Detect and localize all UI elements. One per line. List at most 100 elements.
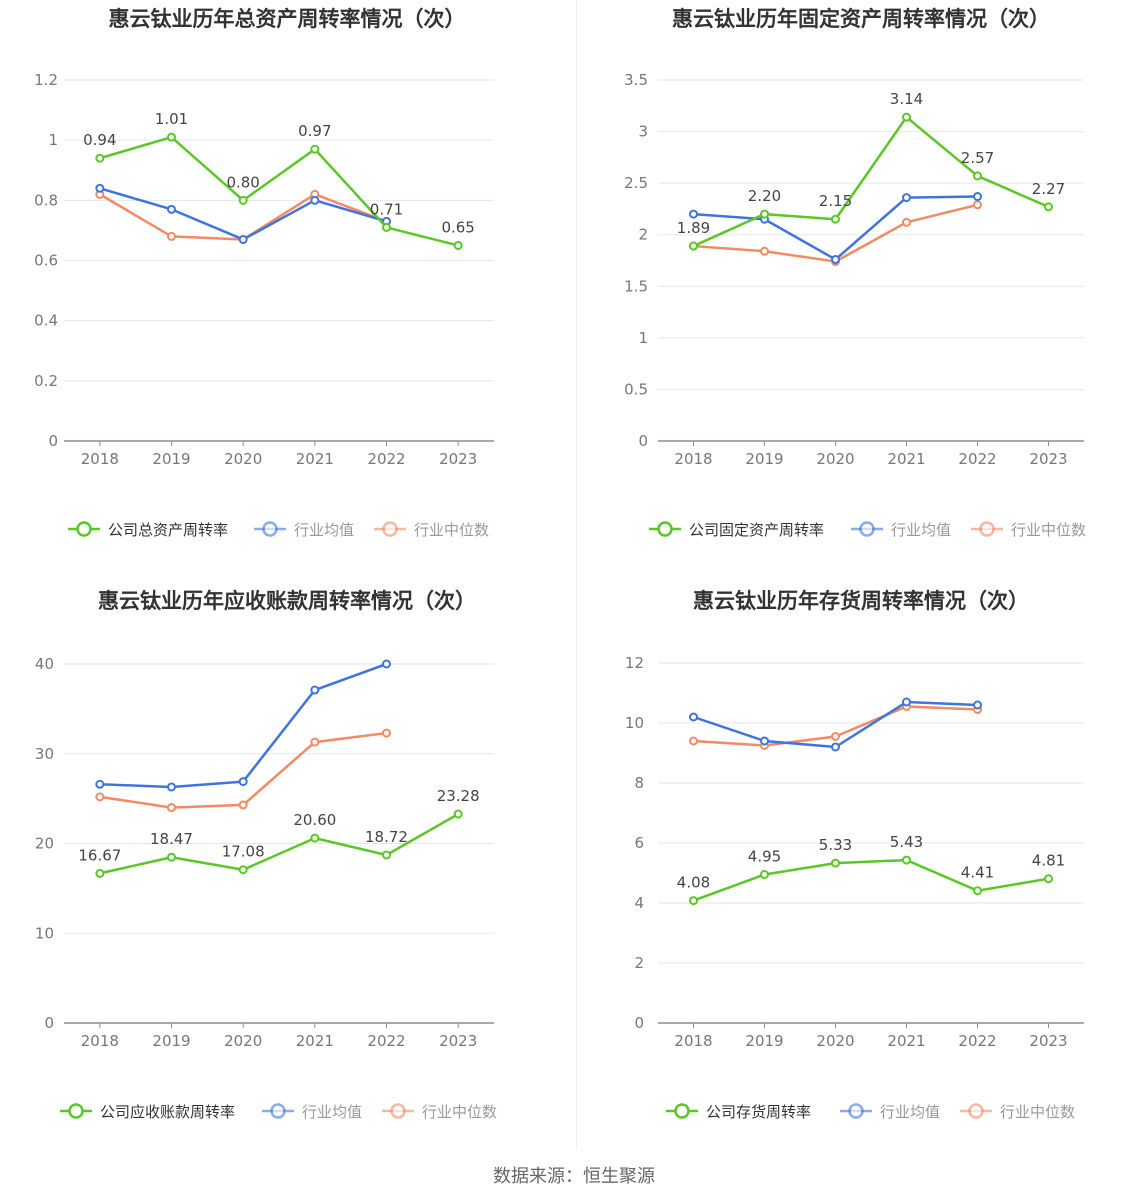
legend-label-avg: 行业均值 bbox=[302, 1103, 362, 1121]
y-tick-label: 0.4 bbox=[34, 312, 58, 330]
series-line-median bbox=[99, 731, 387, 809]
data-point-avg bbox=[973, 192, 982, 202]
data-point-company bbox=[1044, 202, 1053, 212]
y-tick-label: 0 bbox=[634, 1014, 644, 1032]
series-line-company bbox=[692, 115, 1049, 248]
data-point-avg bbox=[382, 659, 391, 669]
x-tick-label: 2023 bbox=[439, 1032, 477, 1050]
data-point-median bbox=[760, 246, 769, 256]
data-point-avg bbox=[760, 736, 769, 746]
data-point-company bbox=[167, 132, 176, 142]
chart-fixed-asset-turnover: 惠云钛业历年固定资产周转率情况（次） 0 0.5 1 1.5 2 2.5 3 3.5 2018 20… bbox=[624, 7, 1086, 539]
data-point-company bbox=[310, 833, 320, 843]
data-label: 16.67 bbox=[78, 846, 121, 864]
x-tick-label: 2020 bbox=[816, 450, 854, 468]
y-tick-label: 6 bbox=[634, 834, 644, 852]
chart-panel-inventory-turnover: 惠云钛业历年存货周转率情况（次） 0 2 4 6 8 10 12 2018 2019 2020 202… bbox=[574, 582, 1148, 1164]
y-tick-label: 1.5 bbox=[624, 277, 648, 295]
data-point-company bbox=[760, 870, 769, 879]
x-tick-label: 2019 bbox=[152, 450, 190, 468]
data-label: 3.14 bbox=[890, 90, 923, 108]
x-tick-label: 2021 bbox=[296, 450, 334, 468]
data-point-median bbox=[310, 737, 320, 747]
legend-label-median: 行业中位数 bbox=[414, 521, 489, 539]
data-point-company bbox=[453, 809, 463, 819]
legend-marker-company bbox=[657, 521, 673, 537]
data-label: 17.08 bbox=[222, 843, 265, 861]
data-label: 0.94 bbox=[83, 131, 116, 149]
data-point-company bbox=[238, 195, 248, 205]
legend-marker-median bbox=[382, 521, 398, 537]
y-tick-label: 0 bbox=[638, 432, 648, 450]
chart-panel-total-asset-turnover: 惠云钛业历年总资产周转率情况（次） 0 0.2 0.4 0.6 0.8 1 1.2 2018 20… bbox=[0, 0, 574, 582]
data-point-avg bbox=[831, 254, 840, 264]
data-point-avg bbox=[973, 700, 982, 710]
x-tick-label: 2022 bbox=[367, 450, 405, 468]
y-tick-label: 0 bbox=[48, 432, 58, 450]
legend-label-median: 行业中位数 bbox=[1011, 521, 1086, 539]
data-label: 2.57 bbox=[961, 149, 994, 167]
data-point-avg bbox=[167, 782, 176, 792]
legend-marker-company bbox=[68, 1103, 84, 1119]
data-point-company bbox=[453, 240, 463, 250]
data-point-company bbox=[382, 222, 391, 232]
chart-title: 惠云钛业历年总资产周转率情况（次） bbox=[109, 7, 466, 31]
y-tick-label: 12 bbox=[625, 654, 644, 672]
legend-label-company: 公司存货周转率 bbox=[706, 1103, 811, 1121]
x-tick-label: 2020 bbox=[224, 1032, 262, 1050]
data-point-company bbox=[167, 852, 176, 862]
data-point-avg bbox=[902, 193, 911, 203]
legend-marker-company bbox=[674, 1103, 690, 1119]
y-tick-label: 0.2 bbox=[34, 372, 58, 390]
data-point-company bbox=[973, 886, 982, 896]
data-label: 5.43 bbox=[890, 833, 923, 851]
data-point-avg bbox=[95, 183, 105, 193]
data-point-company bbox=[831, 214, 840, 224]
data-label: 0.97 bbox=[298, 122, 331, 140]
x-tick-label: 2023 bbox=[1029, 450, 1067, 468]
y-tick-label: 0.8 bbox=[34, 191, 58, 209]
data-point-company bbox=[689, 896, 698, 906]
data-label: 4.08 bbox=[677, 874, 710, 892]
data-label: 5.33 bbox=[819, 836, 852, 854]
legend-label-median: 行业中位数 bbox=[1000, 1103, 1075, 1121]
data-label: 20.60 bbox=[293, 811, 336, 829]
legend-marker-median bbox=[979, 521, 995, 537]
data-point-median bbox=[973, 200, 982, 210]
series-line-avg bbox=[99, 662, 387, 789]
legend-label-avg: 行业均值 bbox=[880, 1103, 940, 1121]
data-label: 2.27 bbox=[1032, 180, 1065, 198]
y-tick-label: 8 bbox=[634, 774, 644, 792]
data-point-company bbox=[238, 865, 248, 875]
series-line-company bbox=[99, 135, 459, 247]
data-label: 1.89 bbox=[677, 219, 710, 237]
x-tick-label: 2023 bbox=[1029, 1032, 1067, 1050]
y-tick-label: 1 bbox=[48, 131, 58, 149]
data-point-company bbox=[689, 241, 698, 251]
x-tick-label: 2019 bbox=[745, 450, 783, 468]
chart-panel-fixed-asset-turnover: 惠云钛业历年固定资产周转率情况（次） 0 0.5 1 1.5 2 2.5 3 3.5 2018 20… bbox=[574, 0, 1148, 582]
data-point-avg bbox=[238, 234, 248, 244]
data-point-median bbox=[689, 736, 698, 746]
legend-marker-avg bbox=[848, 1103, 864, 1119]
data-label: 4.95 bbox=[748, 848, 781, 866]
x-tick-label: 2019 bbox=[745, 1032, 783, 1050]
data-point-median bbox=[238, 800, 248, 810]
data-point-avg bbox=[238, 777, 248, 787]
x-tick-label: 2022 bbox=[367, 1032, 405, 1050]
series-line-company bbox=[693, 858, 1049, 902]
data-label: 0.71 bbox=[370, 200, 403, 218]
data-point-median bbox=[831, 732, 840, 741]
legend-label-avg: 行业均值 bbox=[294, 521, 354, 539]
y-tick-label: 4 bbox=[634, 894, 644, 912]
legend-marker-avg bbox=[270, 1103, 286, 1119]
data-label: 23.28 bbox=[437, 787, 480, 805]
data-point-avg bbox=[831, 742, 840, 752]
data-label: 18.72 bbox=[365, 828, 408, 846]
y-tick-label: 0.6 bbox=[34, 252, 58, 270]
data-label: 0.65 bbox=[441, 218, 474, 236]
y-tick-label: 10 bbox=[625, 714, 644, 732]
chart-title: 惠云钛业历年存货周转率情况（次） bbox=[693, 589, 1029, 613]
y-tick-label: 40 bbox=[35, 655, 54, 673]
legend-label-median: 行业中位数 bbox=[422, 1103, 497, 1121]
